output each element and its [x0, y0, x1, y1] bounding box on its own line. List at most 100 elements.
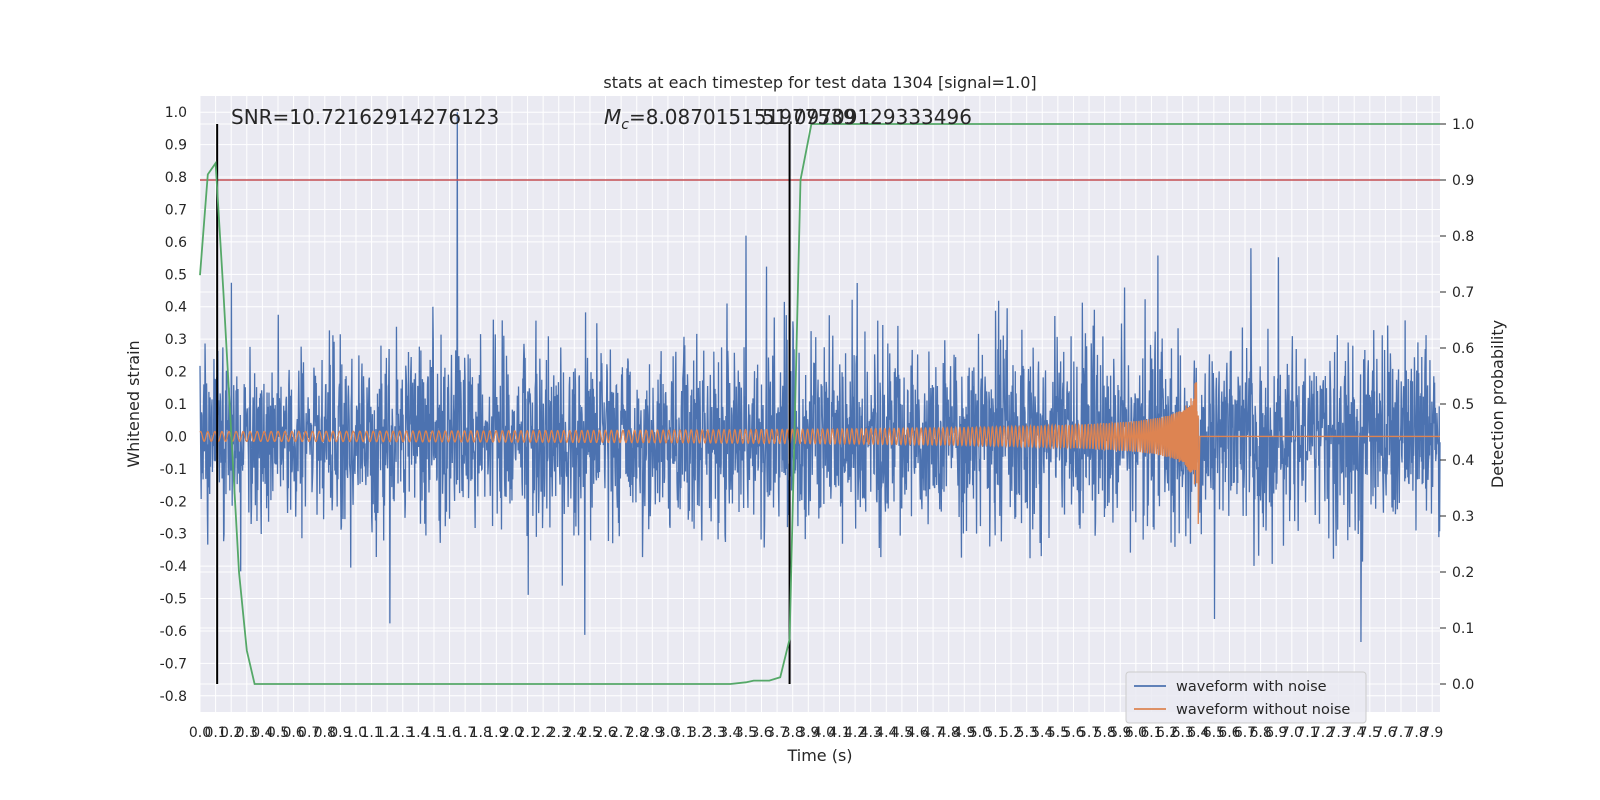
- x-tick-label: 0.7: [298, 725, 320, 741]
- left-tick-label: 0.5: [165, 267, 187, 283]
- x-tick-label: 4.1: [828, 725, 850, 741]
- x-tick-label: 0.3: [236, 725, 258, 741]
- left-tick-label: -0.8: [160, 689, 187, 705]
- left-tick-label: 0.1: [165, 397, 187, 413]
- right-tick-label: 0.6: [1452, 341, 1474, 357]
- x-tick-label: 2.8: [626, 725, 648, 741]
- x-tick-label: 4.5: [891, 725, 913, 741]
- left-tick-label: 0.7: [165, 202, 187, 218]
- y-axis-label-left: Whitened strain: [124, 340, 143, 467]
- x-tick-label: 5.6: [1062, 725, 1084, 741]
- right-tick-label: 0.3: [1452, 509, 1474, 525]
- x-tick-label: 1.2: [376, 725, 398, 741]
- x-tick-label: 0.6: [282, 725, 304, 741]
- x-tick-label: 5.5: [1047, 725, 1069, 741]
- x-tick-label: 3.0: [657, 725, 679, 741]
- x-tick-label: 3.2: [688, 725, 710, 741]
- x-tick-label: 7.9: [1421, 725, 1443, 741]
- x-tick-label: 7.5: [1359, 725, 1381, 741]
- x-tick-label: 5.7: [1078, 725, 1100, 741]
- mc-subscript: c: [621, 117, 629, 133]
- x-tick-label: 4.3: [860, 725, 882, 741]
- x-tick-label: 2.4: [563, 725, 585, 741]
- legend-label-noise: waveform with noise: [1176, 679, 1327, 695]
- mc-value: =8.087015151977539: [629, 105, 856, 129]
- x-tick-label: 7.1: [1296, 725, 1318, 741]
- right-tick-label: 0.5: [1452, 397, 1474, 413]
- x-tick-label: 6.4: [1187, 725, 1209, 741]
- left-tick-label: -0.4: [160, 559, 187, 575]
- right-tick-label: 0.1: [1452, 621, 1474, 637]
- x-tick-label: 1.5: [423, 725, 445, 741]
- x-tick-label: 3.4: [719, 725, 741, 741]
- x-tick-label: 4.4: [875, 725, 897, 741]
- x-tick-label: 5.9: [1109, 725, 1131, 741]
- x-tick-label: 2.9: [641, 725, 663, 741]
- x-tick-label: 5.8: [1094, 725, 1116, 741]
- left-tick-label: -0.7: [160, 656, 187, 672]
- left-tick-label: 0.8: [165, 170, 187, 186]
- left-tick-labels: -0.8 -0.7 -0.6 -0.5 -0.4 -0.3 -0.2 -0.1 0.0 0.1 0.…: [160, 105, 187, 705]
- x-tick-label: 3.6: [750, 725, 772, 741]
- x-tick-label: 3.9: [797, 725, 819, 741]
- x-tick-label: 3.1: [672, 725, 694, 741]
- x-tick-label: 2.3: [548, 725, 570, 741]
- x-tick-label: 6.3: [1172, 725, 1194, 741]
- chart-title: stats at each timestep for test data 130…: [603, 73, 1036, 92]
- x-tick-label: 6.0: [1125, 725, 1147, 741]
- right-tick-label: 0.4: [1452, 453, 1474, 469]
- x-tick-label: 3.8: [782, 725, 804, 741]
- x-tick-label: 2.7: [610, 725, 632, 741]
- right-tick-label: 1.0: [1452, 117, 1474, 133]
- x-tick-label: 3.3: [704, 725, 726, 741]
- x-tick-labels: 0.00.10.20.30.40.50.60.70.80.91.01.11.21…: [189, 725, 1443, 741]
- x-tick-label: 0.8: [314, 725, 336, 741]
- x-tick-label: 1.4: [407, 725, 429, 741]
- x-tick-label: 2.0: [501, 725, 523, 741]
- right-tick-label: 0.8: [1452, 229, 1474, 245]
- x-tick-label: 4.0: [813, 725, 835, 741]
- x-tick-label: 6.7: [1234, 725, 1256, 741]
- x-tick-label: 1.9: [485, 725, 507, 741]
- x-tick-label: 0.0: [189, 725, 211, 741]
- x-tick-label: 7.3: [1327, 725, 1349, 741]
- x-tick-label: 5.4: [1031, 725, 1053, 741]
- x-tick-label: 0.5: [267, 725, 289, 741]
- x-tick-label: 7.7: [1390, 725, 1412, 741]
- left-tick-label: 0.4: [165, 300, 187, 316]
- x-tick-label: 5.0: [969, 725, 991, 741]
- left-tick-label: 0.2: [165, 365, 187, 381]
- left-tick-label: 0.0: [165, 429, 187, 445]
- legend: waveform with noise waveform without noi…: [1125, 671, 1367, 724]
- x-tick-label: 1.1: [360, 725, 382, 741]
- x-tick-label: 5.2: [1000, 725, 1022, 741]
- right-tick-label: 0.9: [1452, 173, 1474, 189]
- snr-annotation: SNR=10.72162914276123: [231, 105, 499, 129]
- waveform-with-noise-line: [199, 112, 1441, 642]
- waveform-without-noise-line: [199, 382, 1440, 524]
- x-tick-label: 6.5: [1203, 725, 1225, 741]
- legend-box: [1125, 671, 1367, 724]
- x-tick-label: 0.9: [329, 725, 351, 741]
- x-tick-label: 5.1: [984, 725, 1006, 741]
- x-tick-label: 1.3: [392, 725, 414, 741]
- x-tick-label: 7.4: [1343, 725, 1365, 741]
- x-tick-label: 7.6: [1374, 725, 1396, 741]
- x-tick-label: 6.1: [1140, 725, 1162, 741]
- x-tick-label: 0.1: [204, 725, 226, 741]
- x-tick-label: 3.5: [735, 725, 757, 741]
- x-tick-label: 0.4: [251, 725, 273, 741]
- y-axis-label-right: Detection probability: [1488, 320, 1507, 488]
- x-tick-label: 2.6: [594, 725, 616, 741]
- mc-symbol: M: [604, 105, 621, 129]
- right-tick-label: 0.0: [1452, 677, 1474, 693]
- right-tick-label: 0.2: [1452, 565, 1474, 581]
- x-tick-label: 1.8: [470, 725, 492, 741]
- x-tick-label: 6.9: [1265, 725, 1287, 741]
- x-tick-label: 2.1: [516, 725, 538, 741]
- x-tick-label: 4.9: [953, 725, 975, 741]
- x-tick-label: 4.6: [906, 725, 928, 741]
- x-tick-label: 4.7: [922, 725, 944, 741]
- chirp-mass-annotation: Mc=8.087015151977539: [604, 105, 856, 133]
